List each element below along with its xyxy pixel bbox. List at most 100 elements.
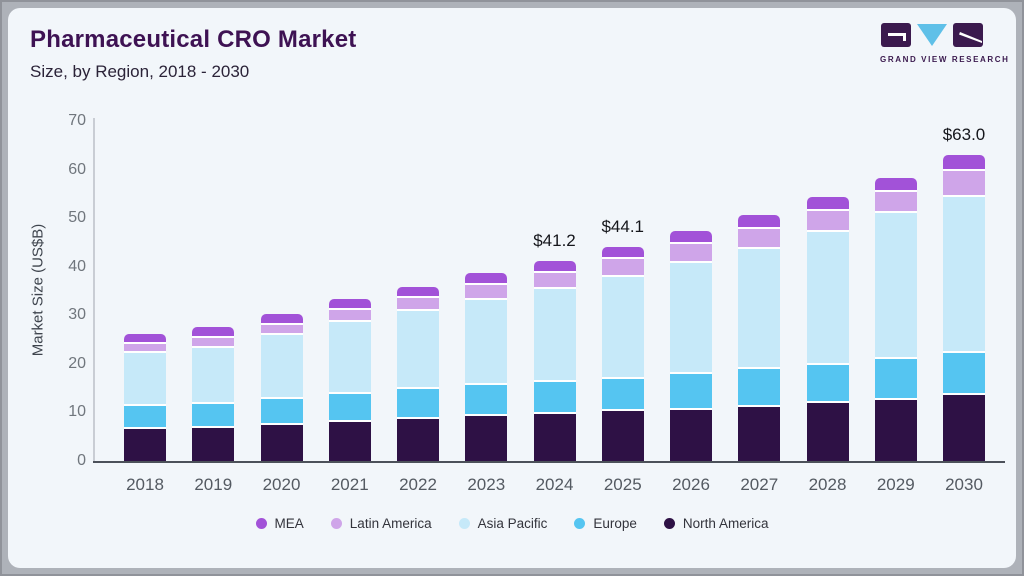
bar-segment-asia-pacific bbox=[465, 297, 508, 384]
x-tick-label-2022: 2022 bbox=[399, 475, 437, 494]
legend-item-north-america: North America bbox=[663, 516, 769, 531]
y-tick-label: 30 bbox=[68, 306, 86, 324]
bar-segment-asia-pacific bbox=[328, 319, 371, 392]
x-tick-label-2019: 2019 bbox=[194, 475, 233, 494]
bar-segment-asia-pacific bbox=[601, 275, 644, 377]
bar-segment-latin-america bbox=[738, 226, 781, 247]
bar-segment-europe bbox=[328, 391, 371, 421]
bar-2025 bbox=[601, 246, 644, 461]
bar-segment-north-america bbox=[260, 422, 303, 461]
legend-label: North America bbox=[682, 516, 769, 531]
y-tick-label: 40 bbox=[68, 257, 86, 275]
x-axis-line bbox=[93, 461, 1005, 463]
bar-segment-latin-america bbox=[397, 296, 439, 309]
bar-segment-latin-america bbox=[192, 335, 235, 346]
bar-segment-latin-america bbox=[328, 308, 371, 320]
bar-segment-asia-pacific bbox=[124, 351, 166, 405]
plot-area: $41.2 $44.1 $63.0 bbox=[95, 121, 1000, 461]
legend-dot-icon bbox=[458, 518, 470, 529]
bar-segment-north-america bbox=[738, 404, 781, 461]
bar-segment-mea bbox=[465, 273, 508, 284]
x-tick-label-2018: 2018 bbox=[126, 475, 164, 494]
bar-segment-mea bbox=[124, 333, 166, 342]
legend-dot-icon bbox=[663, 518, 675, 529]
bar-segment-north-america bbox=[124, 427, 166, 461]
bar-segment-asia-pacific bbox=[943, 194, 985, 352]
bar-2018 bbox=[124, 333, 166, 461]
y-tick-label: 50 bbox=[68, 209, 86, 227]
bar-segment-latin-america bbox=[806, 209, 849, 230]
y-tick-label: 20 bbox=[68, 354, 86, 372]
bar-2023 bbox=[465, 273, 508, 461]
legend-item-asia-pacific: Asia Pacific bbox=[458, 516, 548, 531]
bar-segment-europe bbox=[192, 401, 235, 426]
legend-dot-icon bbox=[255, 518, 267, 529]
legend-label: MEA bbox=[274, 516, 304, 531]
gvr-logo-text: GRAND VIEW RESEARCH bbox=[880, 55, 1010, 64]
y-axis-title: Market Size (US$B) bbox=[29, 223, 47, 357]
bar-segment-latin-america bbox=[260, 322, 303, 334]
bar-segment-asia-pacific bbox=[260, 333, 303, 398]
bar-segment-asia-pacific bbox=[738, 246, 781, 368]
bar-segment-europe bbox=[465, 383, 508, 415]
legend-label: Latin America bbox=[349, 516, 432, 531]
bar-segment-europe bbox=[738, 367, 781, 405]
legend-label: Asia Pacific bbox=[477, 516, 548, 531]
bar-segment-north-america bbox=[943, 393, 985, 461]
bar-segment-asia-pacific bbox=[874, 211, 917, 357]
bar-segment-north-america bbox=[328, 420, 371, 461]
x-tick-label-2024: 2024 bbox=[535, 475, 574, 494]
bar-2030 bbox=[943, 155, 985, 461]
bar-segment-asia-pacific bbox=[533, 286, 576, 380]
legend-item-latin-america: Latin America bbox=[330, 516, 432, 531]
bar-segment-latin-america bbox=[124, 341, 166, 352]
x-tick-label-2027: 2027 bbox=[740, 475, 779, 494]
bar-value-label-2024: $41.2 bbox=[533, 230, 576, 250]
x-tick-label-2021: 2021 bbox=[330, 475, 369, 494]
x-tick-label-2030: 2030 bbox=[945, 475, 983, 494]
legend-label: Europe bbox=[593, 516, 637, 531]
bar-segment-mea bbox=[670, 230, 712, 242]
bar-segment-europe bbox=[874, 356, 917, 398]
bar-segment-north-america bbox=[601, 409, 644, 461]
x-tick-label-2026: 2026 bbox=[672, 475, 710, 494]
bar-2019 bbox=[192, 327, 235, 461]
bar-segment-asia-pacific bbox=[806, 229, 849, 363]
bar-segment-mea bbox=[943, 155, 985, 170]
bar-segment-europe bbox=[670, 371, 712, 408]
bar-segment-mea bbox=[601, 246, 644, 257]
bar-2022 bbox=[397, 286, 439, 461]
bar-segment-europe bbox=[943, 351, 985, 394]
bar-segment-north-america bbox=[397, 417, 439, 461]
chart-legend: MEA Latin America Asia Pacific Europe North … bbox=[8, 516, 1016, 531]
bar-segment-mea bbox=[806, 197, 849, 210]
bar-segment-europe bbox=[533, 379, 576, 413]
y-tick-label: 10 bbox=[68, 403, 86, 421]
legend-item-europe: Europe bbox=[574, 516, 637, 531]
bar-segment-europe bbox=[601, 376, 644, 410]
bar-segment-latin-america bbox=[874, 190, 917, 212]
bar-segment-north-america bbox=[874, 397, 917, 461]
bar-segment-mea bbox=[328, 298, 371, 308]
bar-2029 bbox=[874, 177, 917, 461]
bar-segment-mea bbox=[397, 286, 439, 297]
bar-2020 bbox=[260, 313, 303, 461]
bar-segment-mea bbox=[260, 313, 303, 323]
bar-2024 bbox=[533, 260, 576, 461]
bar-segment-north-america bbox=[670, 407, 712, 461]
x-tick-label-2023: 2023 bbox=[467, 475, 506, 494]
bar-segment-north-america bbox=[533, 412, 576, 461]
bar-segment-mea bbox=[738, 215, 781, 227]
bar-segment-asia-pacific bbox=[192, 345, 235, 402]
bar-segment-europe bbox=[124, 404, 166, 428]
y-tick-label: 70 bbox=[68, 112, 86, 129]
y-tick-label: 60 bbox=[68, 160, 86, 178]
bar-segment-latin-america bbox=[670, 241, 712, 261]
bar-segment-europe bbox=[397, 387, 439, 418]
legend-dot-icon bbox=[330, 518, 342, 529]
bar-2026 bbox=[670, 230, 712, 461]
y-tick-label: 0 bbox=[77, 452, 86, 469]
bar-2028 bbox=[806, 197, 849, 461]
chart-card: Pharmaceutical CRO Market Size, by Regio… bbox=[8, 8, 1016, 568]
bar-segment-latin-america bbox=[533, 270, 576, 287]
